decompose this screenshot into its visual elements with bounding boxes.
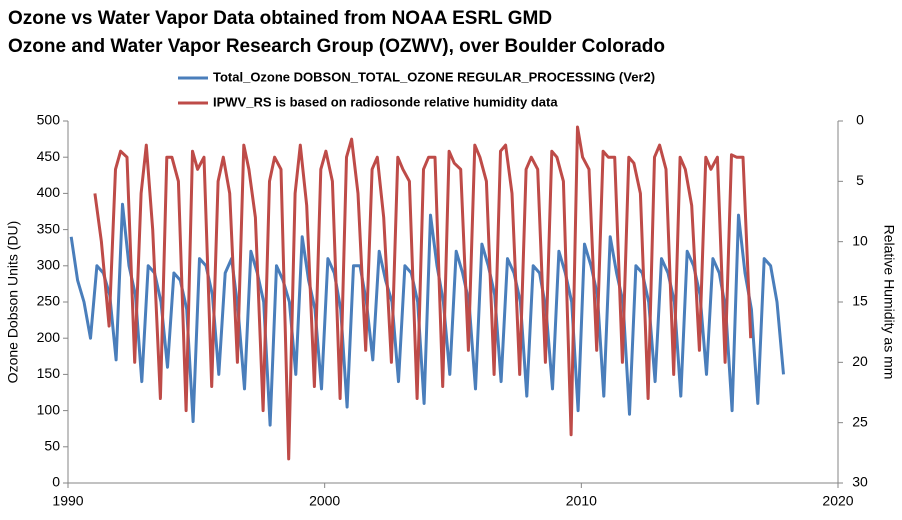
chart-title: Ozone vs Water Vapor Data obtained from … [8,8,552,29]
y2-tick-label: 10 [852,232,868,248]
legend-label: IPWV_RS is based on radiosonde relative … [213,94,558,109]
y-axis-label: Ozone Dobson Units (DU) [5,221,21,384]
y2-axis-label: Relative Humidity as mm [881,225,897,380]
y-tick-label: 400 [37,184,61,200]
x-tick-label: 2000 [309,493,340,509]
y-tick-label: 150 [37,365,61,381]
y-tick-label: 100 [37,401,61,417]
y-tick-label: 200 [37,329,61,345]
y2-tick-label: 5 [856,172,864,188]
y-tick-label: 250 [37,293,61,309]
y-tick-label: 50 [44,438,60,454]
y-tick-label: 500 [37,112,61,128]
y2-tick-label: 25 [852,413,868,429]
y2-tick-label: 15 [852,293,868,309]
x-tick-label: 2010 [566,493,597,509]
x-tick-label: 1990 [52,493,83,509]
data-line [69,202,785,427]
legend-label: Total_Ozone DOBSON_TOTAL_OZONE REGULAR_P… [213,69,655,84]
y2-tick-label: 0 [856,112,864,128]
y-tick-label: 300 [37,257,61,273]
y-tick-label: 350 [37,220,61,236]
data-line [93,125,753,461]
y2-tick-label: 20 [852,353,868,369]
y-tick-label: 0 [52,474,60,490]
y-tick-label: 450 [37,148,61,164]
x-tick-label: 2020 [822,493,853,509]
chart-title: Ozone and Water Vapor Research Group (OZ… [8,36,665,57]
y2-tick-label: 30 [852,474,868,490]
